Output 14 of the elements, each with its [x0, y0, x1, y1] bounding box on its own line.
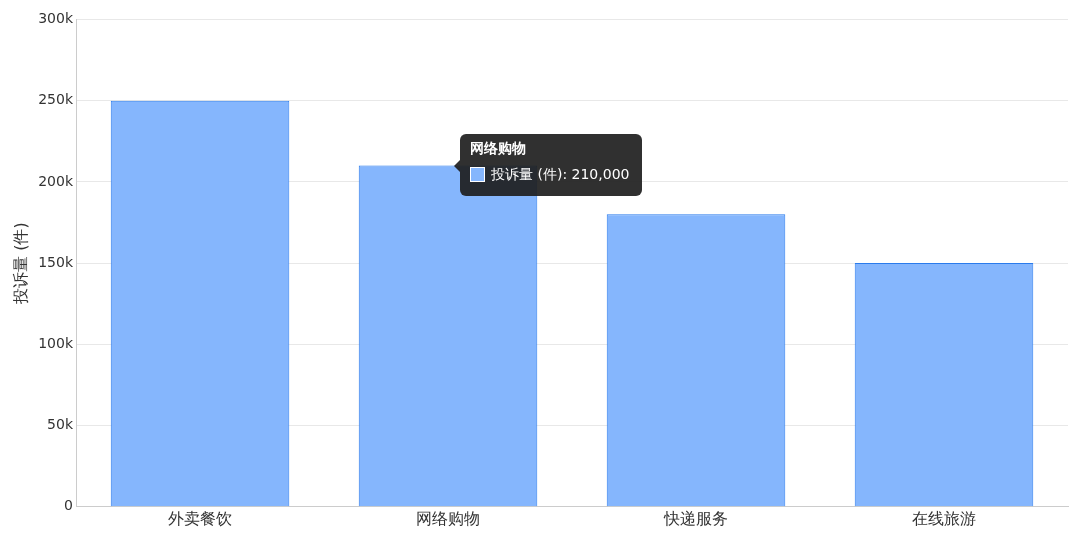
y-tick-label: 50k — [47, 416, 74, 433]
y-axis-title: 投诉量 (件) — [10, 222, 30, 305]
y-tick-label: 0 — [64, 497, 74, 514]
y-tick-label: 250k — [38, 91, 74, 108]
y-tick-label: 100k — [38, 334, 74, 351]
y-tick-label: 300k — [38, 10, 74, 27]
x-tick-label: 外卖餐饮 — [168, 508, 233, 528]
annotation: 网络购物 — [470, 139, 527, 158]
x-tick-label: 网络购物 — [416, 508, 481, 528]
x-tick-label: 快递服务 — [663, 508, 729, 528]
annotation: 投诉量 (件): 210,000 — [491, 165, 630, 184]
y-tick-label: 200k — [38, 172, 74, 189]
x-tick-label: 在线旅游 — [912, 508, 976, 528]
y-tick-label: 150k — [38, 253, 74, 270]
